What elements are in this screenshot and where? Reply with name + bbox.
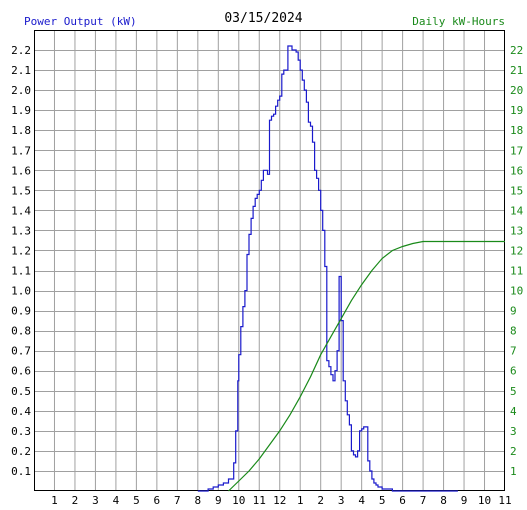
left-y-tick-label: 0.5 (11, 385, 31, 398)
right-y-tick-label: 19 (510, 104, 523, 117)
right-y-tick-label: 17 (510, 144, 523, 157)
right-axis-title: Daily kW-Hours (412, 15, 505, 28)
x-tick-label: 9 (215, 494, 222, 507)
x-tick-label: 5 (379, 494, 386, 507)
x-tick-label: 2 (317, 494, 324, 507)
right-y-tick-label: 8 (510, 325, 517, 338)
power-output-line (197, 45, 458, 492)
daily-kwh-line (228, 240, 505, 492)
right-y-tick-label: 6 (510, 365, 517, 378)
left-y-tick-label: 1.9 (11, 104, 31, 117)
left-y-tick-label: 1.3 (11, 224, 31, 237)
x-tick-label: 6 (399, 494, 406, 507)
left-y-tick-label: 0.2 (11, 445, 31, 458)
left-y-tick-label: 1.2 (11, 244, 31, 257)
x-tick-label: 9 (461, 494, 468, 507)
x-tick-label: 1 (297, 494, 304, 507)
x-tick-label: 8 (195, 494, 202, 507)
left-axis-title: Power Output (kW) (24, 15, 137, 28)
right-y-tick-label: 9 (510, 305, 517, 318)
right-y-tick-label: 4 (510, 405, 517, 418)
left-y-tick-label: 2.0 (11, 84, 31, 97)
plot-frame (34, 30, 505, 491)
right-y-tick-label: 5 (510, 385, 517, 398)
right-y-tick-label: 12 (510, 244, 523, 257)
left-axis-ticks: 0.1 0.2 0.3 0.4 0.5 0.6 0.7 0.8 0.9 1.0 1.1 1.2 1.3 1… (11, 44, 31, 478)
right-y-tick-label: 7 (510, 345, 517, 358)
left-y-tick-label: 0.1 (11, 465, 31, 478)
x-tick-label: 4 (358, 494, 365, 507)
right-y-tick-label: 11 (510, 265, 523, 278)
x-tick-label: 10 (232, 494, 245, 507)
right-y-tick-label: 20 (510, 84, 523, 97)
x-tick-label: 3 (338, 494, 345, 507)
left-y-tick-label: 0.6 (11, 365, 31, 378)
x-tick-label: 7 (174, 494, 181, 507)
x-tick-label: 6 (154, 494, 161, 507)
right-y-tick-label: 14 (510, 204, 524, 217)
left-y-tick-label: 1.6 (11, 164, 31, 177)
right-y-tick-label: 15 (510, 184, 523, 197)
left-y-tick-label: 1.7 (11, 144, 31, 157)
left-y-tick-label: 0.9 (11, 305, 31, 318)
right-y-tick-label: 2 (510, 445, 517, 458)
x-tick-label: 1 (51, 494, 58, 507)
left-y-tick-label: 1.8 (11, 124, 31, 137)
x-tick-label: 5 (133, 494, 140, 507)
left-y-tick-label: 1.5 (11, 184, 31, 197)
x-tick-label: 4 (113, 494, 120, 507)
x-tick-label: 11 (498, 494, 511, 507)
right-y-tick-label: 16 (510, 164, 523, 177)
grid-lines (34, 30, 505, 491)
plot-border (34, 30, 505, 491)
x-tick-label: 12 (273, 494, 286, 507)
right-y-tick-label: 22 (510, 44, 523, 57)
right-y-tick-label: 10 (510, 285, 523, 298)
left-y-tick-label: 2.1 (11, 64, 31, 77)
series-lines (197, 45, 505, 492)
x-tick-label: 7 (420, 494, 427, 507)
left-y-tick-label: 2.2 (11, 44, 31, 57)
right-y-tick-label: 13 (510, 224, 523, 237)
x-tick-label: 10 (478, 494, 491, 507)
right-y-tick-label: 18 (510, 124, 523, 137)
chart-date-title: 03/15/2024 (224, 11, 303, 26)
right-y-tick-label: 21 (510, 64, 523, 77)
x-tick-label: 11 (253, 494, 266, 507)
left-y-tick-label: 0.4 (11, 405, 31, 418)
left-y-tick-label: 0.7 (11, 345, 31, 358)
x-tick-label: 3 (92, 494, 99, 507)
left-y-tick-label: 1.0 (11, 285, 31, 298)
left-y-tick-label: 1.4 (11, 204, 31, 217)
x-tick-label: 2 (72, 494, 79, 507)
left-y-tick-label: 1.1 (11, 265, 31, 278)
x-axis-ticks: 1 2 3 4 5 6 7 8 9 10 11 12 1 2 3 4 5 6 7 8 9 10 11 (51, 494, 511, 507)
right-y-tick-label: 3 (510, 425, 517, 438)
right-y-tick-label: 1 (510, 465, 517, 478)
x-tick-label: 8 (440, 494, 447, 507)
left-y-tick-label: 0.8 (11, 325, 31, 338)
left-y-tick-label: 0.3 (11, 425, 31, 438)
